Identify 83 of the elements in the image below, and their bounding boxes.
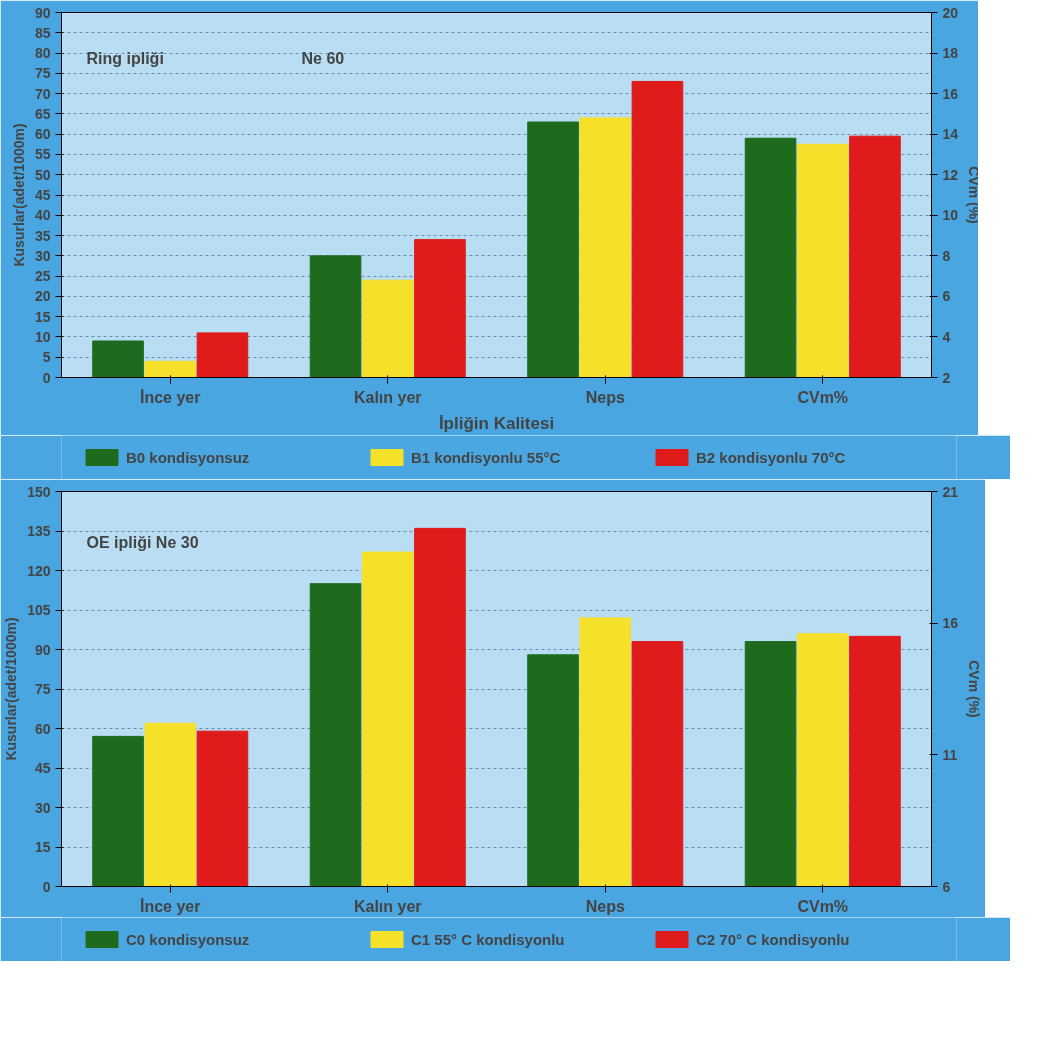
- y-tick-label: 5: [42, 349, 51, 366]
- bar: [631, 641, 684, 887]
- y-tick-label: 45: [34, 760, 51, 776]
- x-tick-label: Neps: [585, 897, 625, 915]
- bar: [196, 332, 249, 378]
- bar: [309, 583, 362, 887]
- bar: [144, 360, 197, 378]
- y-tick-label: 15: [34, 308, 51, 325]
- bar: [144, 722, 197, 887]
- y-tick-label: 60: [34, 720, 51, 737]
- y-tick-label: 65: [34, 105, 51, 122]
- x-tick-label: CVm%: [797, 897, 849, 915]
- legend-label: B1 kondisyonlu 55°C: [411, 448, 562, 466]
- y-tick-label: 120: [27, 562, 51, 579]
- bar: [361, 279, 414, 378]
- bar: [92, 340, 144, 378]
- bar: [414, 527, 466, 887]
- y2-tick-label: 10: [942, 207, 959, 224]
- x-tick-label: CVm%: [797, 388, 849, 406]
- x-tick-label: Neps: [585, 388, 625, 406]
- annotation: Ring ipliği: [86, 50, 164, 68]
- bar: [414, 239, 466, 378]
- legend-label: C2 70° C kondisyonlu: [696, 930, 851, 948]
- y-tick-label: 75: [34, 65, 51, 82]
- y-tick-label: 15: [34, 839, 51, 855]
- y-tick-label: 0: [42, 878, 51, 895]
- y2-tick-label: 20: [942, 4, 959, 21]
- y-tick-label: 25: [34, 268, 51, 285]
- y2-tick-label: 6: [942, 288, 951, 305]
- y-axis-title: Kusurlar(adet/1000m): [10, 123, 27, 267]
- y-tick-label: 75: [34, 681, 51, 697]
- bar: [196, 730, 249, 887]
- annotation: Ne 60: [301, 50, 345, 68]
- y2-tick-label: 14: [942, 126, 959, 143]
- y-tick-label: 80: [34, 45, 51, 62]
- bar: [361, 551, 414, 887]
- bar: [527, 654, 579, 887]
- legend-label: C1 55° C kondisyonlu: [411, 930, 566, 948]
- y2-tick-label: 8: [942, 247, 951, 264]
- y2-tick-label: 16: [942, 85, 959, 102]
- y-tick-label: 70: [34, 85, 51, 102]
- y-tick-label: 60: [34, 126, 51, 143]
- legend-label: C0 kondisyonsuz: [126, 930, 251, 948]
- bar: [579, 117, 632, 378]
- y2-axis-title: CVm (%): [966, 660, 983, 718]
- y-tick-label: 35: [34, 227, 51, 244]
- y2-tick-label: 18: [942, 45, 959, 62]
- y-tick-label: 10: [34, 328, 51, 345]
- bar: [527, 121, 579, 378]
- y-tick-label: 45: [34, 187, 51, 203]
- y-tick-label: 50: [34, 166, 51, 183]
- y2-tick-label: 12: [942, 166, 959, 183]
- y-tick-label: 150: [27, 483, 51, 500]
- y2-tick-label: 4: [942, 328, 951, 345]
- y-axis-title: Kusurlar(adet/1000m): [3, 617, 20, 761]
- y-tick-label: 30: [34, 247, 51, 264]
- y2-tick-label: 16: [942, 615, 959, 632]
- y-tick-label: 30: [34, 799, 51, 816]
- legend-label: B2 kondisyonlu 70°C: [696, 448, 847, 466]
- y2-tick-label: 21: [942, 483, 959, 500]
- x-tick-label: İnce yer: [140, 388, 201, 406]
- y2-tick-label: 2: [942, 369, 951, 386]
- y-tick-label: 90: [34, 641, 51, 658]
- y2-tick-label: 11: [942, 746, 958, 763]
- y-tick-label: 55: [34, 146, 51, 163]
- bar: [631, 80, 684, 378]
- y-tick-label: 135: [27, 523, 51, 539]
- bar: [579, 617, 632, 887]
- y-tick-label: 90: [34, 4, 51, 21]
- y2-tick-label: 6: [942, 878, 951, 895]
- y-tick-label: 0: [42, 369, 51, 386]
- annotation: OE ipliği Ne 30: [86, 533, 199, 551]
- y-tick-label: 40: [34, 207, 51, 224]
- legend-label: B0 kondisyonsuz: [126, 448, 251, 466]
- x-tick-label: Kalın yer: [353, 388, 422, 406]
- y-tick-label: 85: [34, 24, 51, 41]
- y-tick-label: 105: [27, 602, 51, 618]
- y-tick-label: 20: [34, 288, 51, 305]
- bar: [309, 255, 362, 378]
- bar: [92, 735, 144, 887]
- x-axis-title: İpliğin Kalitesi: [438, 413, 555, 433]
- x-tick-label: Kalın yer: [353, 897, 422, 915]
- x-tick-label: İnce yer: [140, 897, 201, 915]
